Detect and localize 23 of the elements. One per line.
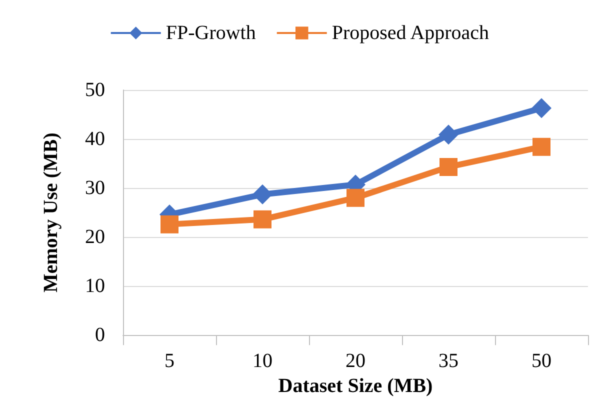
y-tick-label: 30 [85, 177, 105, 200]
x-tick-label: 50 [532, 350, 552, 372]
x-axis-title: Dataset Size (MB) [278, 375, 433, 397]
point [532, 138, 550, 156]
y-tick-label: 20 [85, 226, 105, 248]
x-tick-label: 20 [346, 350, 366, 372]
point [254, 210, 272, 228]
point [346, 188, 364, 207]
x-tick-label: 10 [252, 350, 272, 372]
x-tick-label: 5 [164, 350, 174, 372]
y-tick-label: 10 [85, 275, 105, 298]
x-tick-label: 35 [438, 350, 458, 372]
point [252, 184, 272, 204]
legend-label: Proposed Approach [332, 22, 490, 44]
y-axis-title: Memory Use (MB) [40, 132, 62, 293]
point [532, 98, 552, 118]
legend-label: FP-Growth [166, 22, 256, 44]
point [438, 124, 458, 145]
point [440, 158, 458, 176]
point [160, 215, 178, 234]
y-tick-label: 40 [85, 128, 105, 150]
y-tick-label: 0 [95, 324, 105, 346]
y-tick-label: 50 [85, 79, 105, 101]
